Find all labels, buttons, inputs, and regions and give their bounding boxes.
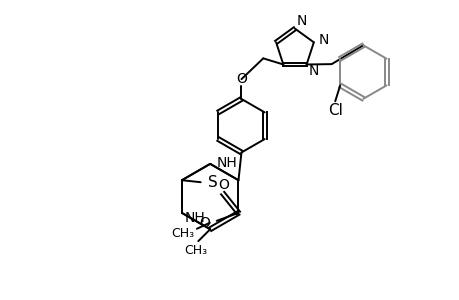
Text: O: O — [218, 178, 229, 192]
Text: O: O — [235, 72, 246, 86]
Text: NH: NH — [217, 156, 237, 170]
Text: CH₃: CH₃ — [170, 227, 194, 240]
Text: O: O — [198, 216, 209, 230]
Text: N: N — [318, 33, 329, 47]
Text: N: N — [308, 64, 318, 78]
Text: NH: NH — [185, 211, 205, 225]
Text: S: S — [207, 175, 217, 190]
Text: N: N — [297, 14, 307, 28]
Text: CH₃: CH₃ — [183, 244, 207, 256]
Text: Cl: Cl — [327, 103, 342, 118]
